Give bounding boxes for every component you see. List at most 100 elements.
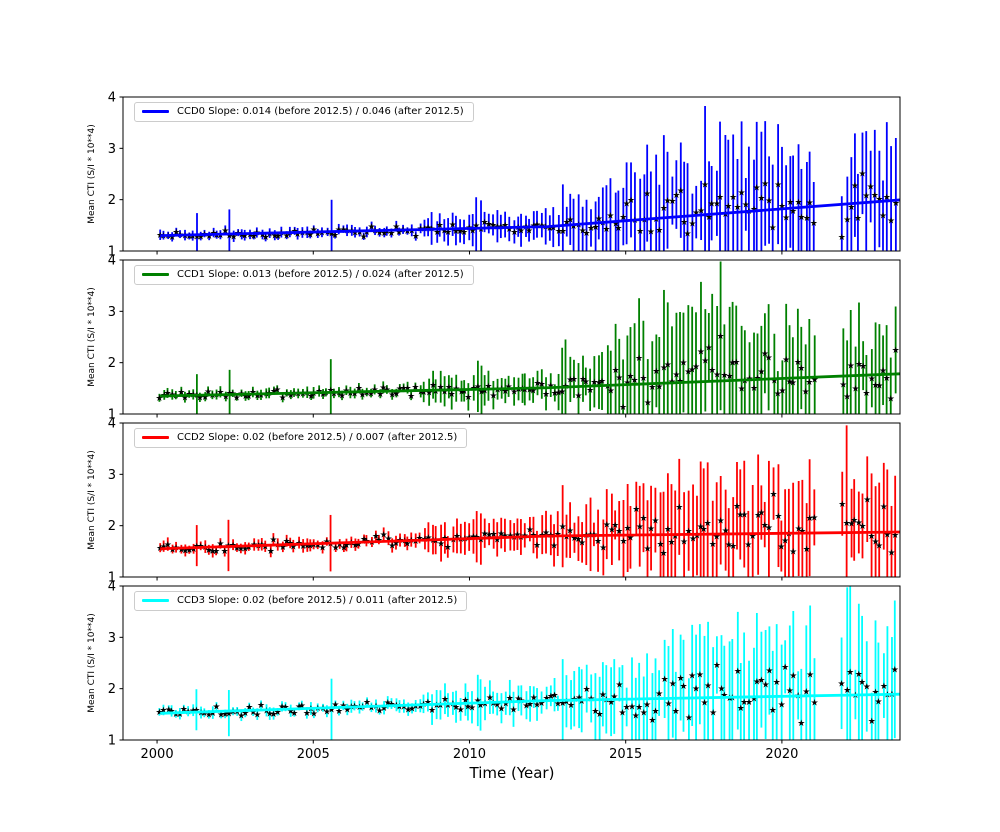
star-marker: ★ (310, 226, 318, 236)
star-marker: ★ (769, 706, 777, 716)
star-marker: ★ (579, 226, 587, 236)
star-marker: ★ (481, 529, 489, 539)
star-marker: ★ (660, 204, 668, 214)
star-marker: ★ (696, 670, 704, 680)
star-marker: ★ (555, 227, 563, 237)
star-marker: ★ (493, 700, 501, 710)
star-marker: ★ (526, 386, 534, 396)
star-marker: ★ (468, 703, 476, 713)
star-marker: ★ (253, 392, 261, 402)
star-marker: ★ (497, 704, 505, 714)
star-marker: ★ (872, 381, 880, 391)
star-marker: ★ (744, 541, 752, 551)
star-marker: ★ (237, 711, 245, 721)
star-marker: ★ (810, 219, 818, 229)
star-marker: ★ (868, 717, 876, 727)
star-marker: ★ (404, 384, 412, 394)
x-axis-label: Time (Year) (469, 764, 555, 782)
star-marker: ★ (241, 709, 249, 719)
star-marker: ★ (336, 540, 344, 550)
star-marker: ★ (481, 700, 489, 710)
star-marker: ★ (452, 703, 460, 713)
star-marker: ★ (713, 371, 721, 381)
star-marker: ★ (862, 192, 870, 202)
star-marker: ★ (216, 231, 224, 241)
star-marker: ★ (880, 682, 888, 692)
star-marker: ★ (891, 531, 899, 541)
star-marker: ★ (505, 225, 513, 235)
star-marker: ★ (380, 530, 388, 540)
star-marker: ★ (355, 703, 363, 713)
star-marker: ★ (862, 389, 870, 399)
star-marker: ★ (363, 388, 371, 398)
star-marker: ★ (619, 213, 627, 223)
panel-spine (122, 259, 901, 415)
legend-ccd3: CCD3 Slope: 0.02 (before 2012.5) / 0.011… (134, 591, 468, 611)
star-marker: ★ (740, 698, 748, 708)
panel-spine (122, 96, 901, 252)
star-marker: ★ (395, 228, 403, 238)
star-marker: ★ (753, 184, 761, 194)
star-marker: ★ (314, 541, 322, 551)
star-marker: ★ (257, 701, 265, 711)
star-marker: ★ (448, 390, 456, 400)
star-marker: ★ (855, 519, 863, 529)
star-marker: ★ (270, 710, 278, 720)
star-marker: ★ (437, 383, 445, 393)
star-marker: ★ (868, 532, 876, 542)
star-marker: ★ (549, 223, 557, 233)
star-marker: ★ (411, 383, 419, 393)
star-marker: ★ (668, 197, 676, 207)
star-marker: ★ (672, 191, 680, 201)
star-marker: ★ (643, 545, 651, 555)
star-marker: ★ (684, 368, 692, 378)
star-marker: ★ (501, 221, 509, 231)
star-marker: ★ (514, 385, 522, 395)
star-marker: ★ (684, 229, 692, 239)
star-marker: ★ (762, 681, 770, 691)
star-marker: ★ (457, 387, 465, 397)
star-marker: ★ (205, 711, 213, 721)
star-marker: ★ (262, 233, 270, 243)
star-marker: ★ (636, 522, 644, 532)
star-marker: ★ (846, 668, 854, 678)
star-marker: ★ (258, 231, 266, 241)
star-marker: ★ (612, 220, 620, 230)
star-marker: ★ (729, 193, 737, 203)
star-marker: ★ (848, 519, 856, 529)
legend-label-ccd3: CCD3 Slope: 0.02 (before 2012.5) / 0.011… (177, 595, 458, 606)
star-marker: ★ (883, 374, 891, 384)
star-marker: ★ (510, 228, 518, 238)
star-marker: ★ (180, 705, 188, 715)
star-marker: ★ (672, 707, 680, 717)
star-marker: ★ (626, 372, 634, 382)
star-marker: ★ (887, 549, 895, 559)
star-marker: ★ (887, 217, 895, 227)
star-marker: ★ (429, 381, 437, 391)
star-marker: ★ (453, 532, 461, 542)
star-marker: ★ (854, 214, 862, 224)
star-marker: ★ (346, 389, 354, 399)
star-marker: ★ (855, 670, 863, 680)
star-marker: ★ (245, 703, 253, 713)
errorbars-ccd3 (158, 586, 896, 740)
star-marker: ★ (387, 229, 395, 239)
star-marker: ★ (383, 227, 391, 237)
star-marker: ★ (648, 383, 656, 393)
star-marker: ★ (330, 390, 338, 400)
star-marker: ★ (310, 540, 318, 550)
y-tick-label: 2 (108, 356, 116, 371)
star-marker: ★ (155, 708, 163, 718)
star-marker: ★ (623, 200, 631, 210)
star-marker: ★ (168, 233, 176, 243)
star-marker: ★ (489, 221, 497, 231)
star-marker: ★ (789, 207, 797, 217)
star-marker: ★ (872, 538, 880, 548)
star-marker: ★ (655, 689, 663, 699)
star-marker: ★ (271, 231, 279, 241)
star-marker: ★ (672, 371, 680, 381)
star-marker: ★ (176, 710, 184, 720)
star-marker: ★ (713, 200, 721, 210)
star-marker: ★ (838, 500, 846, 510)
star-marker: ★ (262, 707, 270, 717)
